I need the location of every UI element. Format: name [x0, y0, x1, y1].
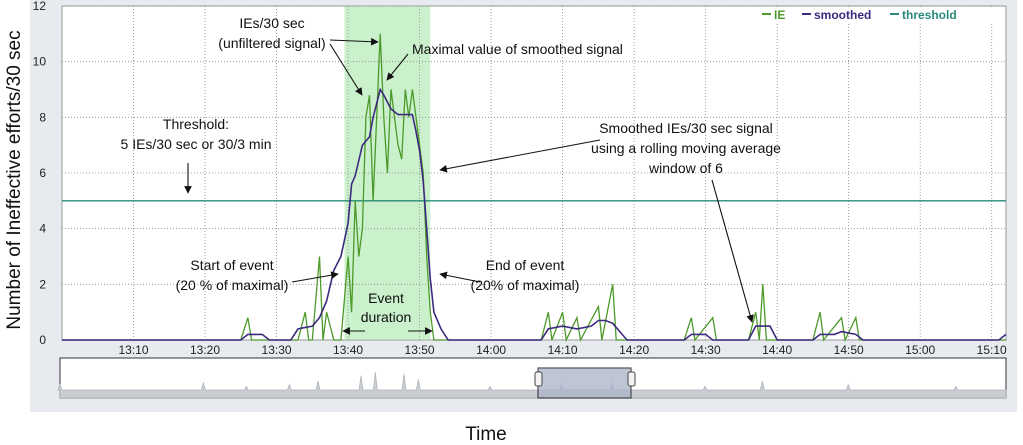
navigator-overview-series — [57, 371, 1007, 399]
x-tick-label: 15:10 — [977, 343, 1007, 357]
annotation-line: Threshold: — [163, 116, 229, 132]
x-tick-label: 13:20 — [190, 343, 220, 357]
legend-entry: IE — [774, 8, 785, 22]
y-tick-label: 6 — [39, 166, 46, 180]
y-tick-label: 10 — [33, 55, 47, 69]
y-tick-label: 8 — [39, 110, 46, 124]
annotation-line: Maximal value of smoothed signal — [412, 41, 623, 57]
y-tick-label: 4 — [39, 222, 46, 236]
legend-box — [758, 7, 1005, 22]
annotation-line: End of event — [486, 257, 565, 273]
annotation-arrow — [711, 179, 754, 323]
navigator-selection[interactable] — [537, 367, 632, 399]
annotation-text: End of event (20% of maximal) — [471, 257, 580, 293]
navigator-left-handle[interactable] — [534, 371, 543, 387]
annotation-line: (20 % of maximal) — [176, 277, 289, 293]
y-axis-label: Number of Ineffective efforts/30 sec — [4, 30, 25, 329]
annotation-arrow — [291, 271, 339, 283]
series-line-IE — [62, 33, 1006, 343]
annotation-line: Event — [368, 290, 404, 306]
navigator-right-handle[interactable] — [627, 371, 636, 387]
annotation-line: (unfiltered signal) — [218, 35, 325, 51]
annotation-line: 5 IEs/30 sec or 30/3 min — [121, 136, 272, 152]
x-tick-label: 14:00 — [476, 343, 506, 357]
annotation-line: IEs/30 sec — [239, 15, 304, 31]
annotation-line: using a rolling moving average — [591, 140, 781, 156]
annotation-line: Start of event — [190, 257, 273, 273]
legend-entry: threshold — [902, 8, 957, 22]
annotation-line: Smoothed IEs/30 sec signal — [599, 120, 773, 136]
annotation-arrow — [386, 53, 409, 81]
annotation-arrow — [439, 139, 601, 173]
annotation-line: (20% of maximal) — [471, 277, 580, 293]
y-tick-label: 2 — [39, 277, 46, 291]
x-tick-label: 14:30 — [691, 343, 721, 357]
x-axis-label: Time — [465, 424, 507, 445]
y-tick-label: 0 — [39, 333, 46, 347]
annotation-text: Maximal value of smoothed signal — [412, 41, 623, 57]
annotation-arrow — [439, 271, 481, 283]
x-tick-label: 14:10 — [548, 343, 578, 357]
annotation-arrow — [329, 37, 379, 46]
annotation-text: Smoothed IEs/30 sec signal using a rollin… — [591, 120, 781, 176]
x-tick-label: 13:30 — [262, 343, 292, 357]
annotation-line: window of 6 — [648, 160, 723, 176]
x-tick-label: 14:40 — [762, 343, 792, 357]
annotation-arrow — [329, 43, 363, 96]
annotation-text: Start of event (20 % of maximal) — [176, 257, 289, 293]
x-tick-label: 15:00 — [905, 343, 935, 357]
annotation-text: Threshold: 5 IEs/30 sec or 30/3 min — [121, 116, 272, 152]
y-tick-label: 12 — [33, 0, 47, 13]
annotation-text: IEs/30 sec (unfiltered signal) — [218, 15, 325, 51]
legend-entry: smoothed — [814, 8, 871, 22]
x-tick-label: 13:10 — [118, 343, 148, 357]
annotation-line: duration — [361, 309, 412, 325]
x-tick-label: 14:50 — [834, 343, 864, 357]
x-tick-label: 14:20 — [619, 343, 649, 357]
x-tick-label: 13:40 — [333, 343, 363, 357]
x-tick-label: 13:50 — [405, 343, 435, 357]
series-line-smoothed — [62, 87, 1007, 341]
annotation-text: Event duration — [361, 290, 412, 325]
